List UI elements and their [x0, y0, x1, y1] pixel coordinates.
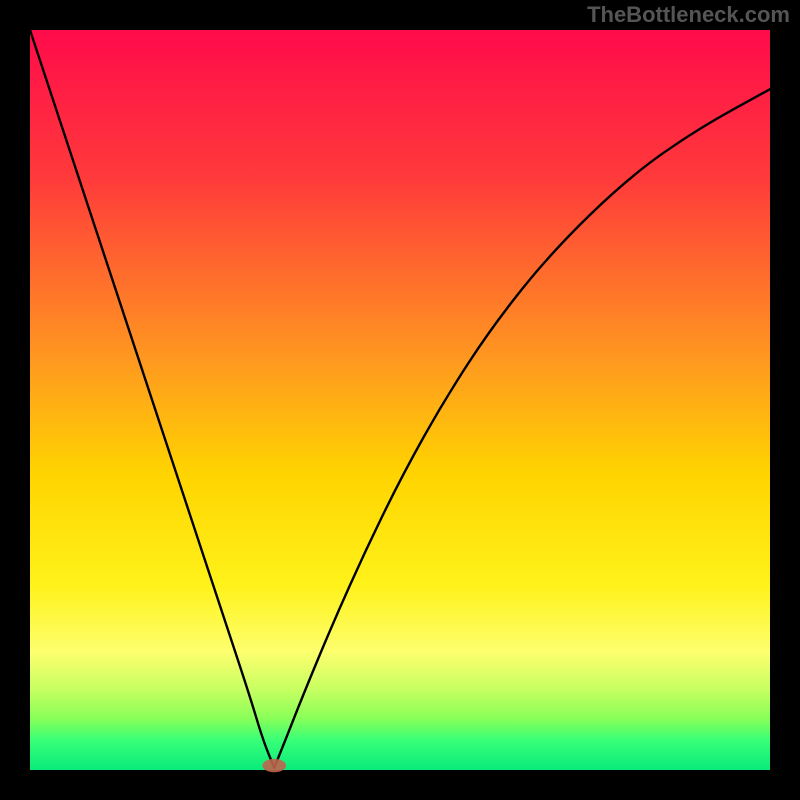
bottleneck-chart [0, 0, 800, 800]
min-marker [262, 759, 286, 772]
chart-container: TheBottleneck.com [0, 0, 800, 800]
watermark-text: TheBottleneck.com [587, 2, 790, 28]
plot-background [30, 30, 770, 770]
